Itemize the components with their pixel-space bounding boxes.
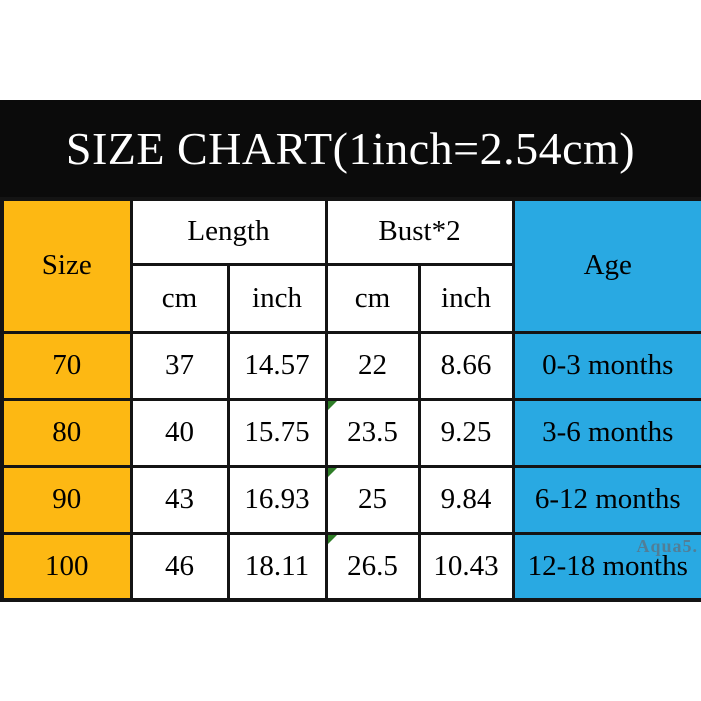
bust-cm-value: 25 [324, 464, 421, 535]
header-row-groups: Size Length Bust*2 Age [0, 197, 701, 334]
green-corner-marker-icon [327, 534, 337, 544]
table-row-size-100: 100 46 18.11 26.5 10.43 12-18 months [0, 531, 701, 602]
length-group-header: Length [129, 197, 328, 266]
size-value: 70 [0, 330, 133, 401]
header-row-units: cm inch cm inch [2, 262, 701, 334]
table-row-size-90: 90 43 16.93 25 9.84 6-12 months [0, 464, 701, 535]
size-column-header: Size [0, 197, 133, 334]
size-value: 80 [0, 397, 133, 468]
age-value: 3-6 months [511, 397, 701, 468]
age-column-header: Age [511, 197, 701, 334]
bust-inch-value: 9.25 [417, 397, 515, 468]
length-inch-value: 18.11 [226, 531, 328, 602]
green-corner-marker-icon [327, 467, 337, 477]
length-cm-value: 46 [129, 531, 230, 602]
age-value: 6-12 months [511, 464, 701, 535]
length-inch-value: 14.57 [226, 330, 328, 401]
bust-inch-header: inch [417, 262, 515, 334]
size-value: 90 [0, 464, 133, 535]
bust-inch-value: 9.84 [417, 464, 515, 535]
age-value: 0-3 months [511, 330, 701, 401]
length-inch-header: inch [226, 262, 328, 334]
page-title: SIZE CHART(1inch=2.54cm) [65, 123, 636, 174]
bust-group-header: Bust*2 [324, 197, 515, 266]
length-cm-value: 37 [129, 330, 230, 401]
age-value: 12-18 months [511, 531, 701, 602]
length-inch-value: 15.75 [226, 397, 328, 468]
bust-cm-value: 26.5 [324, 531, 421, 602]
length-cm-header: cm [129, 262, 230, 334]
length-inch-value: 16.93 [226, 464, 328, 535]
size-chart-table: Size Length Bust*2 Age cm inch cm inch 7… [0, 197, 701, 602]
length-cm-value: 43 [129, 464, 230, 535]
table-row-size-70: 70 37 14.57 22 8.66 0-3 months [0, 330, 701, 401]
bust-inch-value: 10.43 [417, 531, 515, 602]
bust-cm-value: 23.5 [324, 397, 421, 468]
size-value: 100 [0, 531, 133, 602]
bust-cm-value: 22 [324, 330, 421, 401]
size-chart-banner: SIZE CHART(1inch=2.54cm) [0, 100, 701, 197]
green-corner-marker-icon [327, 400, 337, 410]
table-row-size-80: 80 40 15.75 23.5 9.25 3-6 months [0, 397, 701, 468]
bust-cm-header: cm [324, 262, 421, 334]
length-cm-value: 40 [129, 397, 230, 468]
bust-inch-value: 8.66 [417, 330, 515, 401]
